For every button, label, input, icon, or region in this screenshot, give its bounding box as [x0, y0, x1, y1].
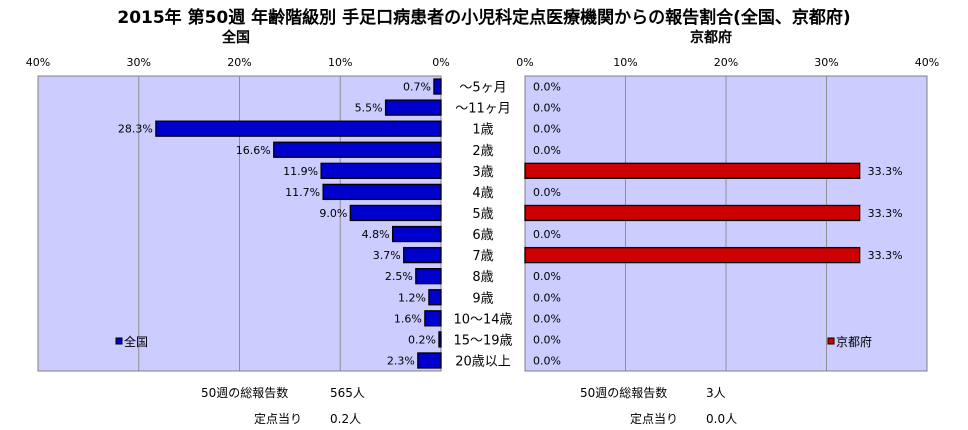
right-tick-label: 10% [613, 56, 637, 69]
right-data-label: 0.0% [533, 291, 561, 304]
right-legend-label: 京都府 [836, 334, 872, 349]
category-label: 4歳 [472, 186, 493, 201]
category-label: 3歳 [472, 165, 493, 180]
right-bar [524, 246, 861, 264]
right-data-label: 0.0% [533, 270, 561, 283]
left-bar [403, 246, 442, 264]
category-label: 1歳 [472, 123, 493, 138]
left-chart-subtitle: 全国 [222, 30, 250, 46]
left-total-label: 50週の総報告数 [201, 386, 289, 400]
left-data-label: 2.3% [387, 354, 415, 367]
left-data-label: 4.8% [362, 228, 390, 241]
left-tick-label: 40% [26, 56, 50, 69]
right-data-label: 0.0% [533, 123, 561, 136]
right-data-label: 33.3% [868, 207, 903, 220]
right-data-label: 0.0% [533, 354, 561, 367]
left-per-site-label: 定点当り [254, 412, 303, 426]
right-tick-label: 40% [915, 56, 939, 69]
right-per-site-value: 0.0人 [706, 412, 738, 426]
right-legend-swatch [827, 337, 835, 345]
left-bar [424, 310, 442, 327]
category-label: 7歳 [472, 249, 493, 264]
right-total-label: 50週の総報告数 [580, 386, 668, 400]
left-bar [349, 204, 442, 222]
right-data-label: 0.0% [533, 186, 561, 199]
left-bar [433, 78, 442, 95]
right-data-label: 0.0% [533, 144, 561, 157]
right-total-value: 3人 [706, 386, 726, 400]
category-label: 〜11ヶ月 [455, 102, 511, 117]
category-label: 15〜19歳 [453, 333, 512, 348]
right-bar [524, 162, 861, 179]
left-legend-swatch [115, 337, 123, 345]
right-data-label: 0.0% [533, 81, 561, 94]
right-chart-subtitle: 京都府 [690, 30, 732, 46]
right-tick-label: 0% [516, 56, 533, 69]
left-bar [428, 289, 442, 306]
category-label: 10〜14歳 [453, 312, 512, 327]
left-total-value: 565人 [330, 386, 365, 400]
right-tick-label: 20% [714, 56, 738, 69]
left-data-label: 0.7% [403, 81, 431, 94]
left-data-label: 3.7% [373, 249, 401, 262]
category-label: 9歳 [472, 291, 493, 306]
left-bar [320, 162, 442, 179]
left-tick-label: 10% [328, 56, 352, 69]
left-bar [155, 120, 442, 137]
left-data-label: 1.6% [394, 312, 422, 325]
left-tick-label: 0% [432, 56, 449, 69]
right-data-label: 0.0% [533, 333, 561, 346]
left-data-label: 11.9% [283, 165, 318, 178]
left-bar [415, 268, 442, 285]
right-bar [524, 204, 861, 222]
left-data-label: 2.5% [385, 270, 413, 283]
left-bar [391, 225, 442, 243]
left-data-label: 0.2% [408, 333, 436, 346]
right-data-label: 0.0% [533, 102, 561, 115]
right-data-label: 0.0% [533, 228, 561, 241]
left-bar [438, 331, 442, 348]
left-tick-label: 20% [227, 56, 251, 69]
left-data-label: 5.5% [355, 102, 383, 115]
left-per-site-value: 0.2人 [330, 412, 362, 426]
left-data-label: 1.2% [398, 291, 426, 304]
left-data-label: 11.7% [285, 186, 320, 199]
category-label: 6歳 [472, 228, 493, 243]
category-label: 8歳 [472, 270, 493, 285]
right-tick-label: 30% [814, 56, 838, 69]
left-data-label: 28.3% [118, 123, 153, 136]
category-label: 20歳以上 [455, 354, 511, 369]
left-bar [384, 99, 442, 116]
right-data-label: 33.3% [868, 165, 903, 178]
chart-title: 2015年 第50週 年齢階級別 手足口病患者の小児科定点医療機関からの報告割合… [117, 8, 851, 28]
category-label: 2歳 [472, 144, 493, 159]
left-bar [322, 183, 442, 201]
left-bar [273, 141, 442, 158]
left-tick-label: 30% [127, 56, 151, 69]
category-label: 〜5ヶ月 [459, 81, 506, 96]
right-data-label: 33.3% [868, 249, 903, 262]
right-per-site-label: 定点当り [630, 412, 679, 426]
left-data-label: 16.6% [236, 144, 271, 157]
left-legend-label: 全国 [124, 334, 148, 349]
category-label: 5歳 [472, 207, 493, 222]
left-bar [417, 352, 442, 369]
right-data-label: 0.0% [533, 312, 561, 325]
left-data-label: 9.0% [319, 207, 347, 220]
